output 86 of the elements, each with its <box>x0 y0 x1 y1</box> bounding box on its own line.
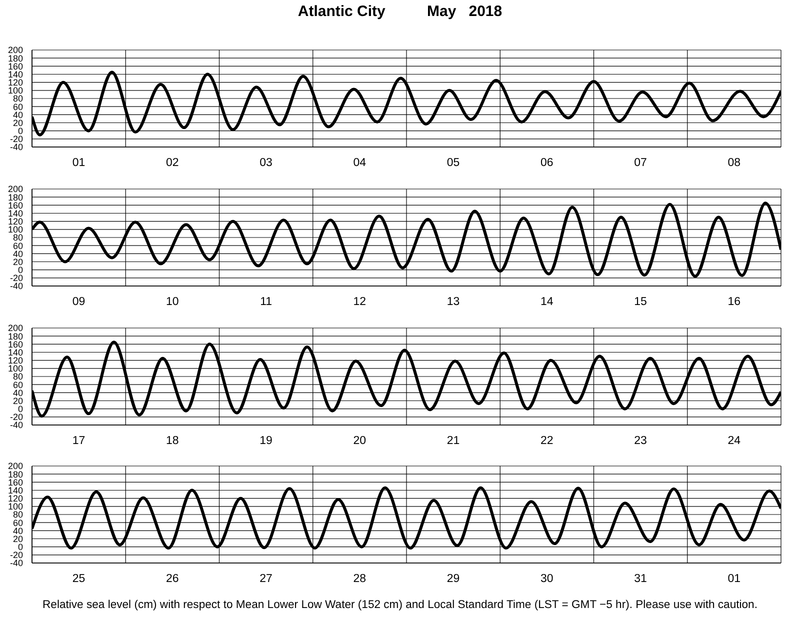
y-tick-label: 20 <box>12 396 23 406</box>
y-tick-label: 40 <box>12 526 23 536</box>
y-tick-label: 180 <box>8 331 23 342</box>
y-tick-label: 80 <box>12 94 23 104</box>
y-tick-label: 80 <box>12 372 23 382</box>
text: Relative sea level (cm) with respect to Mean Lower Low Water (152 cm) and Local Standard Time (LST = GMT −5 hr). Please use with caution. <box>42 599 758 611</box>
y-tick-label: 200 <box>8 45 23 56</box>
x-tick-label: 29 <box>446 573 460 586</box>
x-tick-label: 19 <box>260 435 272 448</box>
y-tick-label: -20 <box>10 273 23 284</box>
y-tick-label: 120 <box>8 356 23 366</box>
y-tick-label: 140 <box>8 69 23 80</box>
x-tick-label: 25 <box>72 573 86 586</box>
y-tick-label: 100 <box>8 86 23 96</box>
y-tick-label: 100 <box>8 224 23 235</box>
y-tick-label: -40 <box>10 420 23 430</box>
y-tick-label: 20 <box>12 534 23 544</box>
y-tick-label: 40 <box>12 248 23 259</box>
x-tick-label: 09 <box>72 296 86 308</box>
y-tick-label: -40 <box>10 142 23 152</box>
x-tick-label: 18 <box>166 435 179 448</box>
x-tick-label: 31 <box>634 573 647 586</box>
y-tick-label: 40 <box>12 110 23 120</box>
y-tick-label: -40 <box>10 558 23 568</box>
x-tick-label: 30 <box>540 573 554 586</box>
y-tick-label: 0 <box>18 542 23 552</box>
y-tick-label: 0 <box>18 404 23 414</box>
y-tick-label: 80 <box>12 510 23 520</box>
x-tick-label: 15 <box>634 296 647 308</box>
x-tick-label: 21 <box>446 435 460 448</box>
x-tick-label: 24 <box>728 435 742 448</box>
x-tick-label: 16 <box>728 296 741 308</box>
y-tick-label: 160 <box>8 339 23 350</box>
y-tick-label: 120 <box>8 216 23 227</box>
y-tick-label: 80 <box>12 232 23 243</box>
x-tick-label: 05 <box>446 157 460 170</box>
x-tick-label: 28 <box>353 573 366 586</box>
y-tick-label: 140 <box>8 347 23 358</box>
x-tick-label: 17 <box>72 435 86 448</box>
x-tick-label: 13 <box>446 296 460 308</box>
y-tick-label: 180 <box>8 53 23 64</box>
x-tick-label: 01 <box>728 573 741 586</box>
y-tick-label: -40 <box>10 281 23 292</box>
x-tick-label: 14 <box>540 296 554 308</box>
x-tick-label: 20 <box>353 435 366 448</box>
chart-title: Atlantic City May 2018 <box>296 3 504 20</box>
y-tick-label: 200 <box>8 461 23 472</box>
y-tick-label: 180 <box>8 469 23 480</box>
y-tick-label: 60 <box>12 240 23 251</box>
x-tick-label: 26 <box>166 573 179 586</box>
y-tick-label: 20 <box>12 256 23 267</box>
y-tick-label: 60 <box>12 380 23 390</box>
y-tick-label: 60 <box>12 102 23 112</box>
y-tick-label: 140 <box>8 208 23 218</box>
x-tick-label: 08 <box>728 157 741 170</box>
x-tick-label: 27 <box>260 573 272 586</box>
x-tick-label: 23 <box>634 435 647 448</box>
x-tick-label: 04 <box>353 157 367 170</box>
x-tick-label: 06 <box>540 157 554 170</box>
x-tick-label: 12 <box>353 296 366 308</box>
y-tick-label: 0 <box>18 126 23 136</box>
x-tick-label: 01 <box>72 157 86 170</box>
y-tick-label: 200 <box>8 323 23 334</box>
x-tick-label: 02 <box>166 157 179 170</box>
y-tick-label: 100 <box>8 364 23 374</box>
x-tick-label: 03 <box>260 157 272 170</box>
y-tick-label: -20 <box>10 412 23 422</box>
y-tick-label: 100 <box>8 502 23 512</box>
y-tick-label: 160 <box>8 61 23 72</box>
y-tick-label: 40 <box>12 388 23 398</box>
y-tick-label: 160 <box>8 200 23 210</box>
y-tick-label: -20 <box>10 550 23 560</box>
y-tick-label: 200 <box>8 184 23 194</box>
y-tick-label: 180 <box>8 192 23 202</box>
x-tick-label: 07 <box>634 157 647 170</box>
y-tick-label: 60 <box>12 518 23 528</box>
x-tick-label: 10 <box>166 296 179 308</box>
y-tick-label: 160 <box>8 477 23 488</box>
y-tick-label: 120 <box>8 78 23 88</box>
y-tick-label: 120 <box>8 494 23 504</box>
y-tick-label: -20 <box>10 134 23 144</box>
y-tick-label: 140 <box>8 485 23 496</box>
y-tick-label: 0 <box>18 265 23 276</box>
y-tick-label: 20 <box>12 118 23 128</box>
x-tick-label: 11 <box>260 296 272 308</box>
x-tick-label: 22 <box>540 435 554 448</box>
